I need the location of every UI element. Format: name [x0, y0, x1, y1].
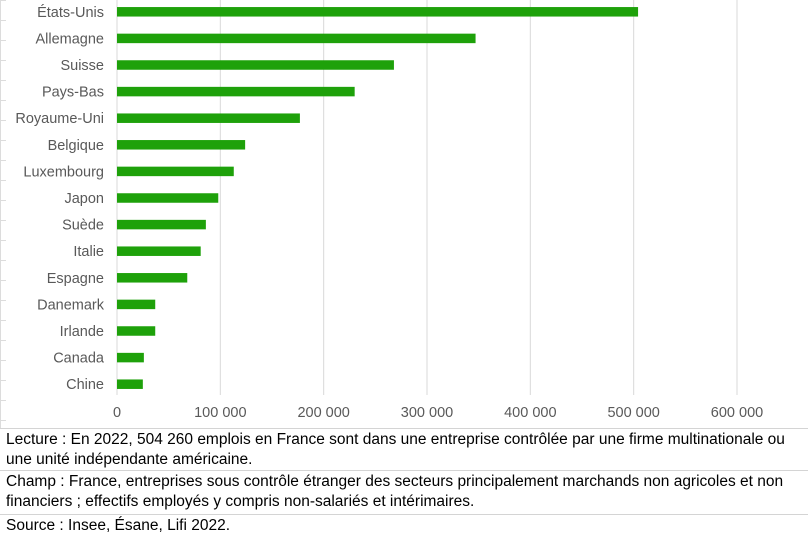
bar	[117, 219, 206, 230]
category-label: Allemagne	[35, 31, 104, 47]
category-label: Pays-Bas	[42, 85, 104, 101]
category-label: Luxembourg	[23, 164, 104, 180]
chart-svg: 0 100 000 200 000 300 000 400 000 500 000 600 …	[15, 0, 763, 421]
bar	[117, 379, 143, 389]
bar	[117, 113, 300, 123]
bar	[117, 273, 188, 283]
bar	[117, 299, 156, 310]
category-label: Chine	[66, 377, 104, 393]
bar	[117, 166, 234, 177]
category-label: Royaume-Uni	[15, 111, 104, 127]
bar	[117, 352, 144, 363]
bar	[117, 140, 246, 150]
category-label: Suède	[62, 218, 104, 234]
category-label: Belgique	[48, 138, 104, 154]
x-tick-label: 0	[113, 405, 121, 421]
category-label: Irlande	[60, 324, 104, 340]
note-source: Source : Insee, Ésane, Lifi 2022.	[0, 514, 808, 539]
category-label: Espagne	[47, 271, 104, 287]
x-tick-label: 200 000	[297, 405, 349, 421]
x-tick-label: 300 000	[401, 405, 453, 421]
x-tick-label: 100 000	[194, 405, 246, 421]
category-label: Italie	[73, 244, 104, 260]
bar	[117, 326, 156, 336]
bar	[117, 7, 639, 17]
x-tick-label: 400 000	[504, 405, 556, 421]
note-champ: Champ : France, entreprises sous contrôl…	[0, 470, 808, 514]
bar	[117, 246, 201, 256]
note-lecture: Lecture : En 2022, 504 260 emplois en Fr…	[0, 428, 808, 470]
category-label: Suisse	[60, 58, 104, 74]
category-label: Canada	[53, 351, 105, 367]
notes-section: Lecture : En 2022, 504 260 emplois en Fr…	[0, 428, 808, 539]
bar	[117, 60, 394, 70]
category-label: Danemark	[37, 297, 105, 313]
category-label: États-Unis	[37, 4, 104, 21]
bar	[117, 33, 476, 44]
category-label: Japon	[64, 191, 104, 207]
x-tick-label: 500 000	[607, 405, 659, 421]
x-tick-label: 600 000	[711, 405, 763, 421]
bar	[117, 193, 219, 203]
bar-chart[interactable]: 0 100 000 200 000 300 000 400 000 500 000 600 …	[6, 0, 808, 428]
bar	[117, 86, 355, 97]
